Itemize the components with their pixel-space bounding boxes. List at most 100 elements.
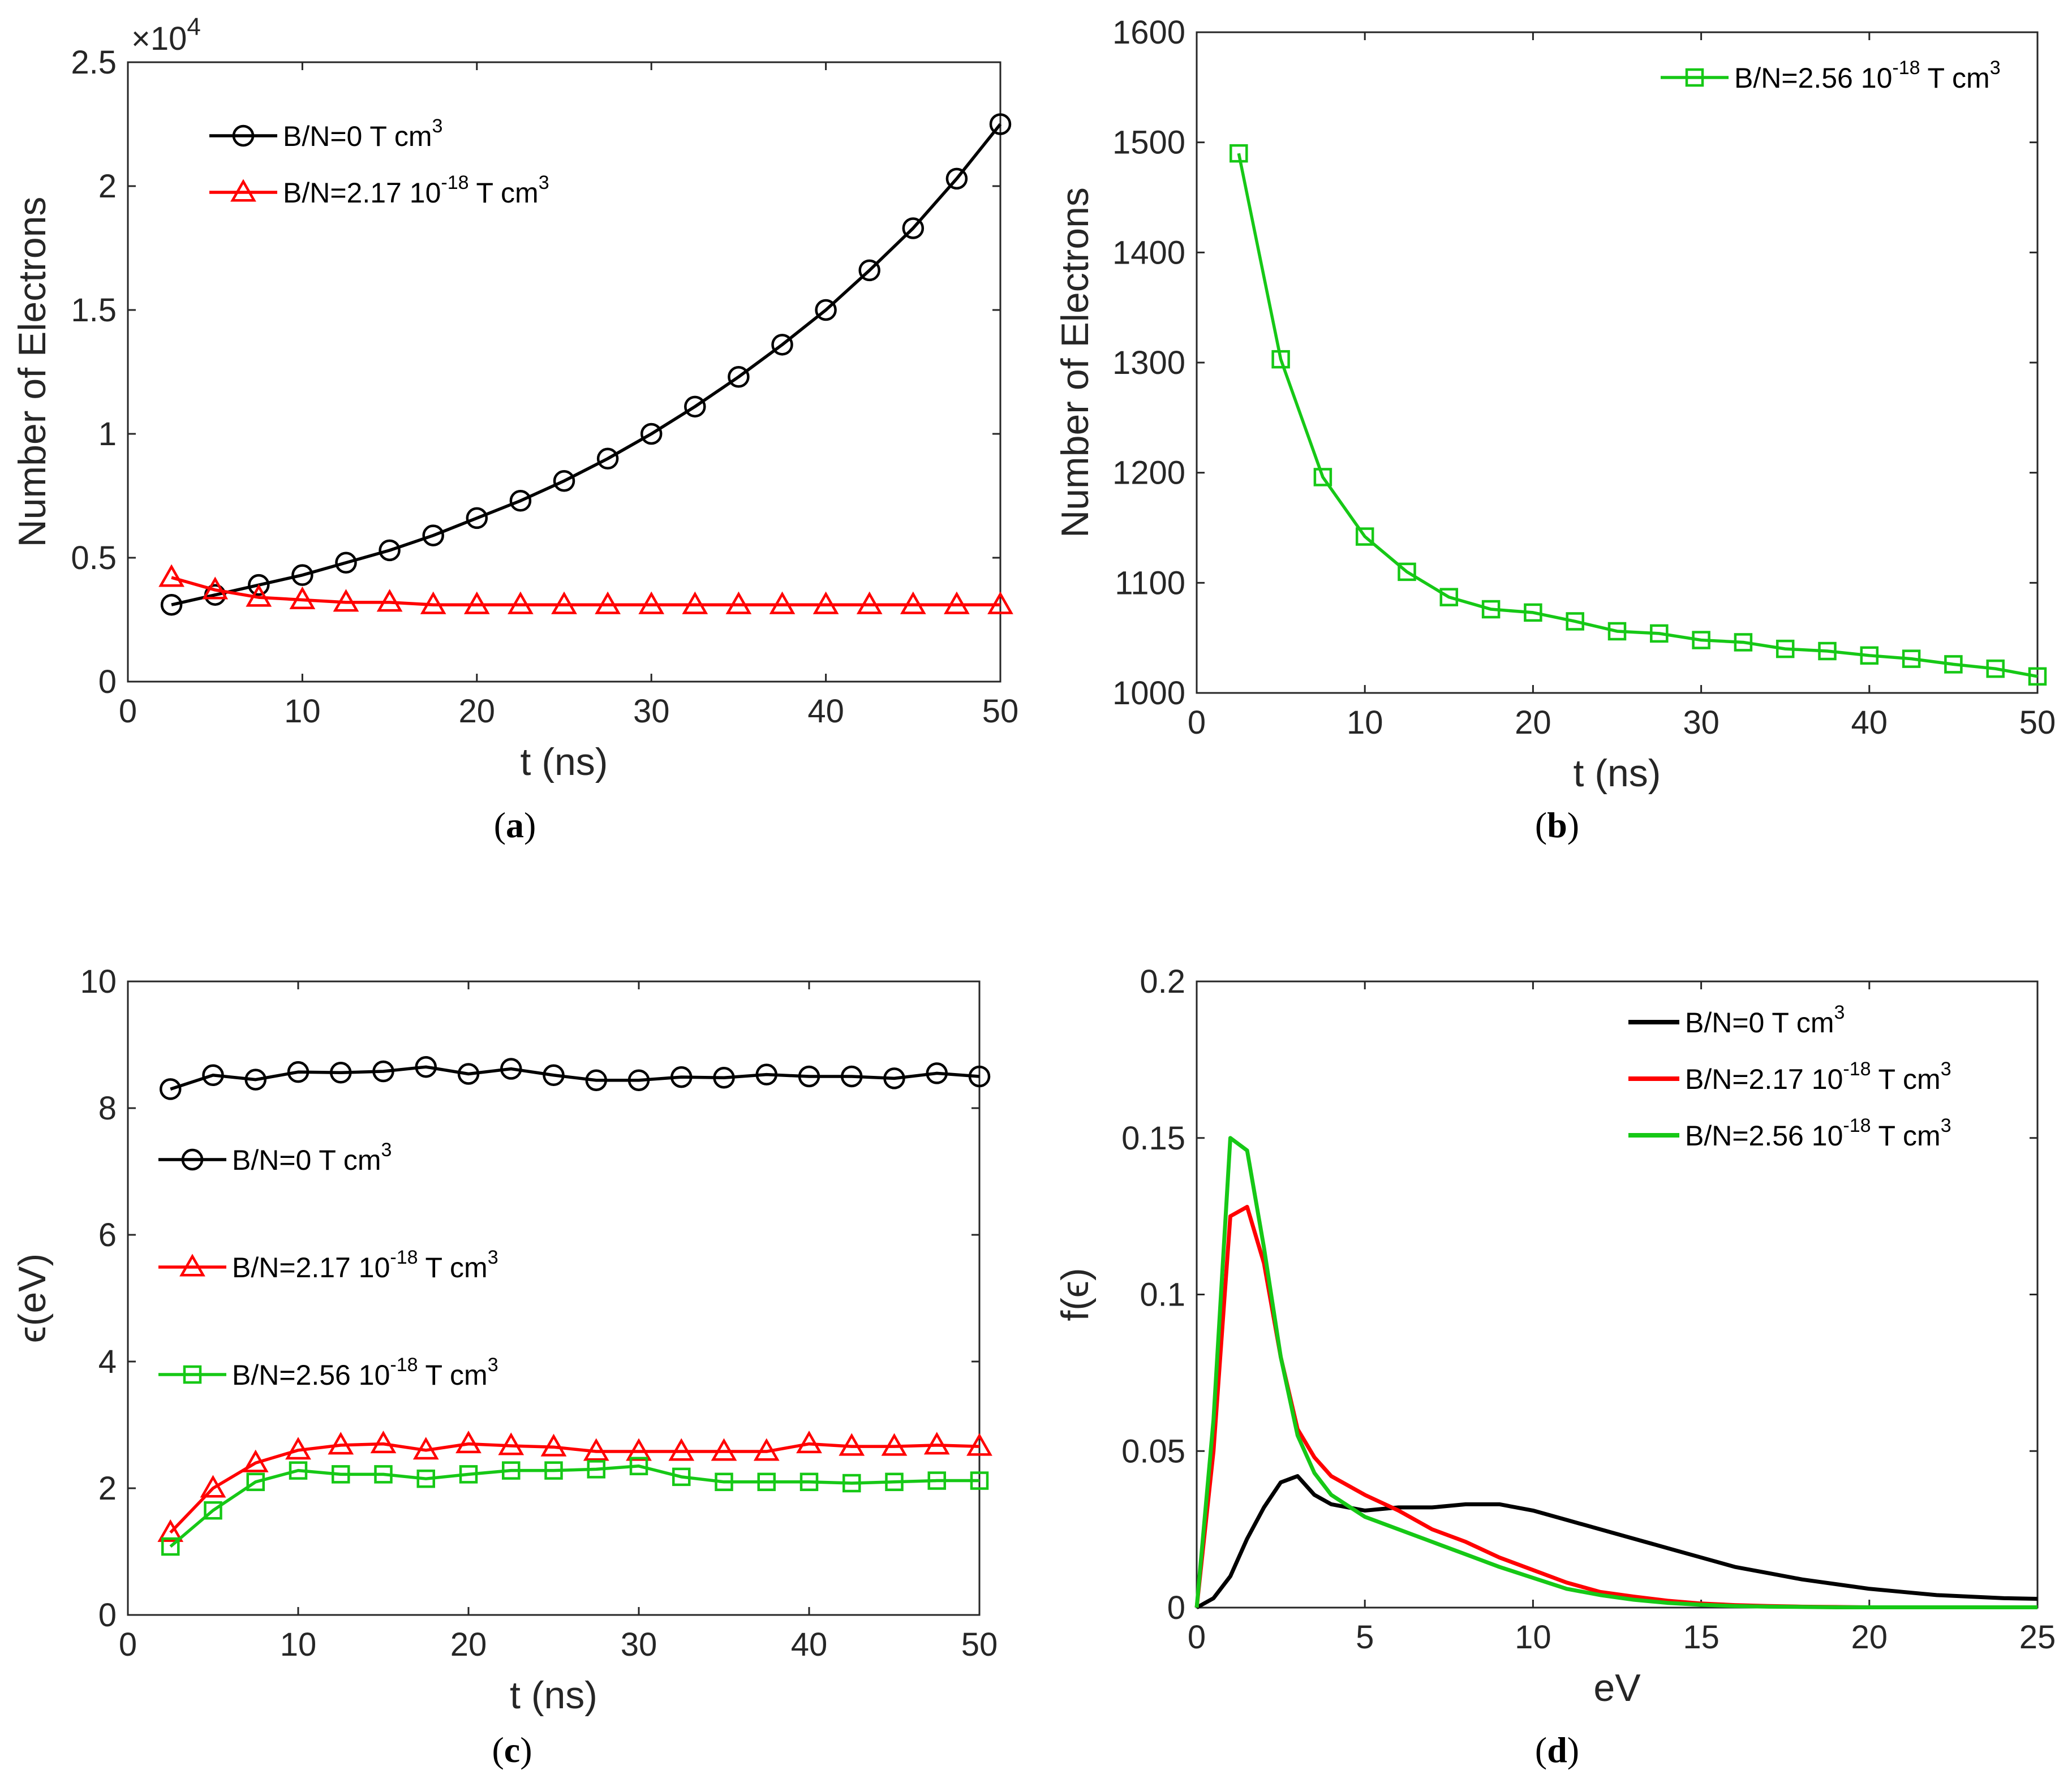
data-point [945, 167, 968, 190]
data-point [711, 1438, 737, 1461]
legend-name: B/N=2.56 10 [1734, 62, 1892, 94]
data-point [1355, 527, 1374, 546]
legend-marker [232, 124, 255, 147]
y-axis-label: Number of Electrons [11, 197, 54, 548]
data-point [160, 1078, 182, 1100]
data-point [970, 1471, 989, 1490]
data-point [596, 447, 619, 470]
chart-b: 0 10 20 30 40 50 1000 1100 1200 1300 1400 1500 1600 t… [1054, 14, 2056, 845]
y-tick-label: 1 [98, 416, 117, 453]
data-point [455, 1431, 482, 1454]
data-point [842, 1474, 861, 1493]
data-point [839, 1433, 865, 1456]
legend-name-tail: T cm [469, 177, 539, 209]
data-point [553, 469, 575, 492]
data-point [902, 217, 925, 239]
data-point [885, 1472, 904, 1492]
legend-name: B/N=2.56 10 [232, 1359, 390, 1391]
data-point [370, 1431, 397, 1454]
plot-area [1196, 980, 2039, 1609]
data-point [883, 1067, 905, 1089]
x-tick-label: 50 [982, 693, 1019, 730]
legend-name: B/N=2.17 10 [232, 1252, 390, 1283]
data-point [728, 366, 750, 388]
x-tick-label: 50 [961, 1626, 998, 1663]
data-point [544, 1461, 563, 1480]
data-point [161, 1537, 180, 1556]
data-point [626, 1438, 652, 1461]
data-point [246, 1472, 265, 1492]
legend-sup: 3 [1990, 57, 2001, 79]
data-point [500, 1058, 522, 1080]
data-point [332, 1465, 350, 1484]
data-point [466, 507, 488, 529]
legend-name: B/N=0 T cm [232, 1144, 381, 1176]
x-tick-label: 0 [119, 1626, 137, 1663]
x-tick-label: 20 [1851, 1619, 1888, 1656]
data-point [881, 1433, 908, 1456]
data-point [287, 1061, 309, 1083]
data-point [551, 591, 577, 614]
legend-sup: 3 [1941, 1058, 1951, 1080]
plot-area [127, 980, 981, 1616]
data-point [328, 1432, 354, 1455]
caption-paren: ( [1535, 805, 1547, 845]
y-tick-label: 0.2 [1140, 963, 1185, 1000]
x-tick-label: 30 [1683, 704, 1719, 741]
data-point [285, 1437, 311, 1460]
legend-sup: 3 [488, 1247, 498, 1268]
data-point [2028, 667, 2047, 686]
legend-name: B/N=0 T cm [283, 120, 432, 152]
x-tick-label: 0 [1188, 1619, 1206, 1656]
data-point [715, 1472, 733, 1492]
data-point [1944, 655, 1963, 674]
panel-caption: (c) [492, 1730, 532, 1770]
data-point [246, 584, 272, 607]
series-d-2 [1194, 1136, 2037, 1609]
x-tick-label: 30 [621, 1626, 657, 1663]
x-tick-label: 20 [1515, 704, 1551, 741]
series-b-0 [1230, 144, 2047, 686]
data-point [583, 1438, 609, 1461]
data-point [416, 1469, 435, 1488]
y-tick-label: 0 [1167, 1589, 1185, 1626]
data-point [1524, 603, 1542, 622]
legend-marker [179, 1253, 205, 1277]
y-tick-label: 1500 [1112, 124, 1185, 161]
legend-sup: 3 [539, 172, 549, 193]
data-point [640, 423, 663, 445]
caption-paren: ( [492, 1730, 504, 1770]
data-point [944, 591, 970, 614]
data-point [374, 1465, 393, 1484]
y-axis-label: Number of Electrons [1054, 187, 1097, 538]
y-tick-label: 10 [80, 963, 117, 1000]
y-tick-label: 1400 [1112, 234, 1185, 271]
data-point [968, 1065, 991, 1088]
legend-name: B/N=2.56 10 [1685, 1120, 1843, 1152]
data-point [682, 591, 708, 614]
caption-letter: d [1547, 1730, 1567, 1770]
panel-caption: (b) [1535, 805, 1579, 845]
caption-paren: ( [1535, 1730, 1547, 1770]
legend-sup: 3 [488, 1354, 498, 1376]
y-tick-label: 0 [98, 664, 117, 700]
x-tick-label: 30 [633, 693, 670, 730]
series-a-1 [158, 564, 1013, 614]
x-axis-label: t (ns) [1574, 752, 1661, 795]
data-point [585, 1069, 607, 1091]
legend-marker [183, 1365, 202, 1384]
data-point [204, 1501, 222, 1520]
legend-name-tail: T cm [418, 1359, 488, 1391]
y-tick-label: 1600 [1112, 14, 1185, 51]
data-point [989, 113, 1012, 135]
data-point [725, 591, 752, 614]
data-point [595, 591, 621, 614]
legend-name-tail: T cm [1920, 62, 1990, 94]
y-tick-label: 1000 [1112, 675, 1185, 712]
y-tick-label: 1.5 [71, 292, 117, 329]
caption-letter: a [506, 805, 524, 845]
y-tick-label: 6 [98, 1217, 117, 1253]
legend-name-tail: T cm [1871, 1120, 1941, 1152]
legend-sup: 3 [381, 1139, 392, 1161]
